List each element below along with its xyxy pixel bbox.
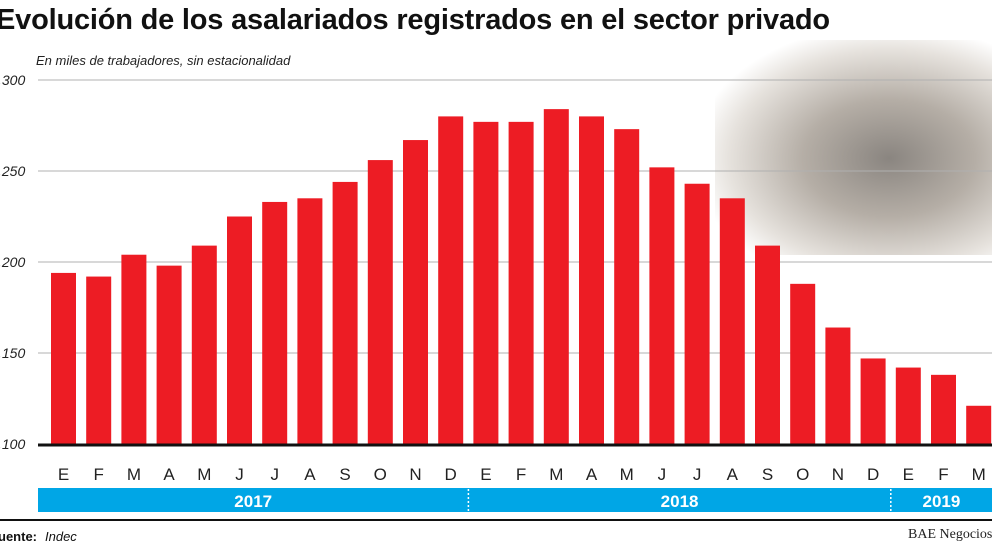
x-tick-label: N [832,465,844,484]
x-tick-label: F [938,465,948,484]
x-tick-label: S [339,465,350,484]
x-tick-label: J [235,465,244,484]
year-label: 2017 [234,492,272,511]
bar [614,129,640,444]
bar [191,245,217,444]
x-tick-label: N [409,465,421,484]
x-tick-label: A [727,465,739,484]
y-tick-label: .100 [0,436,25,452]
x-tick-label: J [658,465,667,484]
x-tick-label: A [163,465,175,484]
x-tick-label: A [304,465,316,484]
x-tick-label: J [693,465,702,484]
chart-title: Evolución de los asalariados registrados… [0,4,830,36]
bar [508,121,534,445]
year-label: 2019 [922,492,960,511]
bar [966,405,992,444]
bar [262,201,288,444]
x-tick-label: D [867,465,879,484]
source-label: uente: [0,529,37,544]
bar [719,198,745,444]
x-tick-label: E [58,465,69,484]
bar [51,272,76,444]
x-tick-label: S [762,465,773,484]
bar [790,283,816,444]
x-tick-label: F [516,465,526,484]
bar [579,116,604,445]
bar [332,181,358,445]
x-tick-label: M [197,465,211,484]
x-tick-label: M [127,465,141,484]
bar [86,276,112,444]
bar [755,245,780,444]
students-photo [715,40,992,255]
bar [121,254,147,444]
x-tick-label: E [903,465,914,484]
x-tick-label: O [374,465,387,484]
bar [297,198,323,444]
bar [438,116,464,445]
bar [227,216,252,444]
x-tick-label: D [445,465,457,484]
chart-subtitle: En miles de trabajadores, sin estacional… [36,53,291,68]
x-tick-label: E [480,465,491,484]
y-tick-label: .200 [0,254,25,270]
bar [860,358,886,444]
credit: BAE Negocios [908,527,992,542]
y-tick-label: .300 [0,72,25,88]
x-tick-label: J [270,465,279,484]
y-tick-label: .150 [0,345,25,361]
bar [931,374,956,444]
source-value: Indec [45,529,77,544]
bar [473,121,499,445]
x-tick-label: M [549,465,563,484]
bar [684,183,710,445]
source-line: uente: Indec [0,529,77,544]
bar [825,327,851,444]
bar [403,140,428,444]
x-tick-label: F [94,465,104,484]
year-band [38,488,992,512]
x-tick-label: A [586,465,598,484]
x-tick-label: O [796,465,809,484]
y-tick-label: .250 [0,163,25,179]
bar [367,160,393,444]
bar [895,367,921,444]
bar [543,109,569,445]
x-tick-label: M [620,465,634,484]
x-tick-label: M [972,465,986,484]
year-label: 2018 [661,492,699,511]
bar [649,167,675,445]
bar [156,265,182,444]
